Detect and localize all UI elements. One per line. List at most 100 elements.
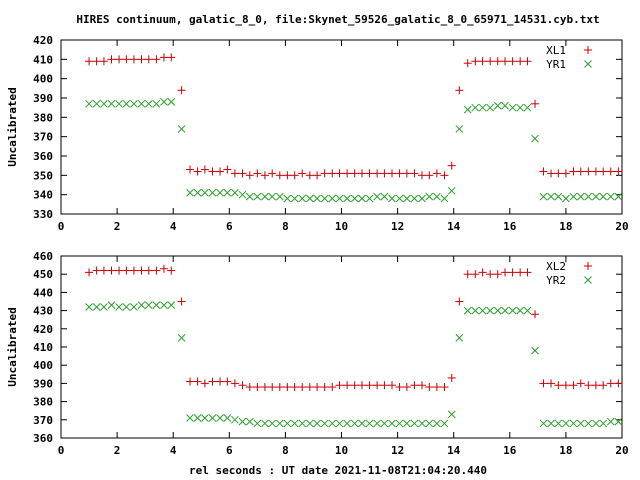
marker-stroke	[268, 419, 277, 428]
yr2-point	[335, 419, 344, 428]
marker-stroke	[100, 303, 108, 311]
marker-stroke	[539, 192, 548, 201]
yr1-point	[373, 192, 381, 201]
yr1-point	[547, 192, 555, 201]
yr2-point	[614, 417, 623, 426]
xl1-point	[200, 165, 209, 174]
x-tick-label: 12	[391, 444, 404, 457]
x-tick-label: 4	[170, 220, 177, 233]
yr2-point	[569, 419, 578, 428]
yr2-point	[463, 306, 472, 315]
yr2-point	[486, 306, 495, 315]
yr1-point	[418, 194, 426, 203]
marker-stroke	[463, 105, 472, 114]
marker-stroke	[523, 103, 532, 112]
xl2-point	[193, 377, 202, 386]
plot-frame	[60, 255, 623, 439]
marker-stroke	[447, 410, 456, 419]
yr1-point	[463, 105, 472, 114]
yr2-point	[328, 419, 337, 428]
xl2-point	[137, 266, 146, 275]
xl1-point	[395, 169, 404, 178]
yr2-point	[268, 419, 277, 428]
xl1-point	[223, 165, 232, 174]
xl2-point	[447, 373, 456, 382]
x-tick-label: 8	[282, 444, 289, 457]
marker-stroke	[130, 303, 138, 311]
yr1-point	[358, 194, 366, 203]
xl1-point	[606, 167, 615, 176]
marker-stroke	[350, 194, 359, 203]
yr1-point	[606, 192, 615, 201]
marker-stroke	[380, 419, 389, 428]
yr1-point	[275, 192, 284, 201]
x-tick-label: 2	[114, 220, 121, 233]
xl1-point	[425, 171, 434, 180]
yr1-point	[523, 103, 532, 112]
yr2-point	[410, 419, 419, 428]
marker-stroke	[418, 419, 426, 428]
yr2-point	[523, 306, 532, 315]
yr1-point	[539, 192, 548, 201]
marker-stroke	[380, 192, 389, 201]
marker-stroke	[283, 419, 292, 428]
xl2-point	[493, 270, 502, 279]
yr2-point	[508, 306, 517, 315]
marker-stroke	[403, 194, 411, 203]
xl2-point	[432, 383, 441, 392]
xl1-point	[230, 169, 239, 178]
marker-stroke	[320, 194, 329, 203]
marker-stroke	[614, 417, 623, 426]
yr1-point	[508, 103, 517, 112]
marker-stroke	[531, 134, 539, 143]
marker-stroke	[516, 306, 525, 315]
y-tick-label: 400	[33, 73, 53, 86]
xl1-point	[569, 167, 578, 176]
marker-stroke	[418, 194, 426, 203]
marker-stroke	[547, 419, 555, 428]
marker-stroke	[455, 334, 464, 342]
xl1-point	[486, 57, 495, 66]
y-tick-label: 400	[33, 359, 53, 372]
marker-stroke	[410, 194, 419, 203]
yr2-point	[576, 419, 585, 428]
xl1-point	[129, 55, 138, 64]
yr2-point	[606, 417, 615, 426]
xl1-point	[167, 53, 176, 62]
xl2-point	[238, 381, 247, 390]
yr2-point	[320, 419, 329, 428]
yr1-point	[107, 99, 116, 108]
xl2-point	[223, 377, 232, 386]
yr2-point	[455, 334, 464, 342]
xl2-point	[554, 381, 563, 390]
y-tick-label: 420	[33, 34, 53, 47]
yr2-point	[261, 419, 269, 428]
marker-stroke	[365, 419, 374, 428]
yr1-point	[493, 101, 502, 110]
yr1-point	[328, 194, 337, 203]
yr1-point	[614, 192, 623, 201]
marker-stroke	[523, 306, 532, 315]
yr2-point	[167, 301, 176, 309]
yr2-point	[130, 303, 138, 311]
xl2-point	[501, 268, 510, 277]
marker-stroke	[193, 414, 202, 422]
xl2-point	[328, 383, 337, 392]
xl2-point	[268, 383, 277, 392]
xl1-point	[159, 53, 168, 62]
x-tick-label: 20	[615, 220, 628, 233]
yr2-point	[373, 419, 381, 428]
y-tick-label: 340	[33, 189, 53, 202]
yr1-point	[283, 194, 292, 203]
xl2-point	[395, 383, 404, 392]
xl2-point	[410, 381, 419, 390]
yr1-point	[388, 194, 396, 203]
yr1-point	[516, 103, 525, 112]
marker-stroke	[152, 99, 161, 108]
xl1-point	[245, 171, 254, 180]
xl1-point	[313, 171, 322, 180]
yr1-point	[335, 194, 344, 203]
yr1-point	[144, 99, 153, 108]
xl2-point	[186, 377, 195, 386]
xl2-point	[107, 266, 116, 275]
